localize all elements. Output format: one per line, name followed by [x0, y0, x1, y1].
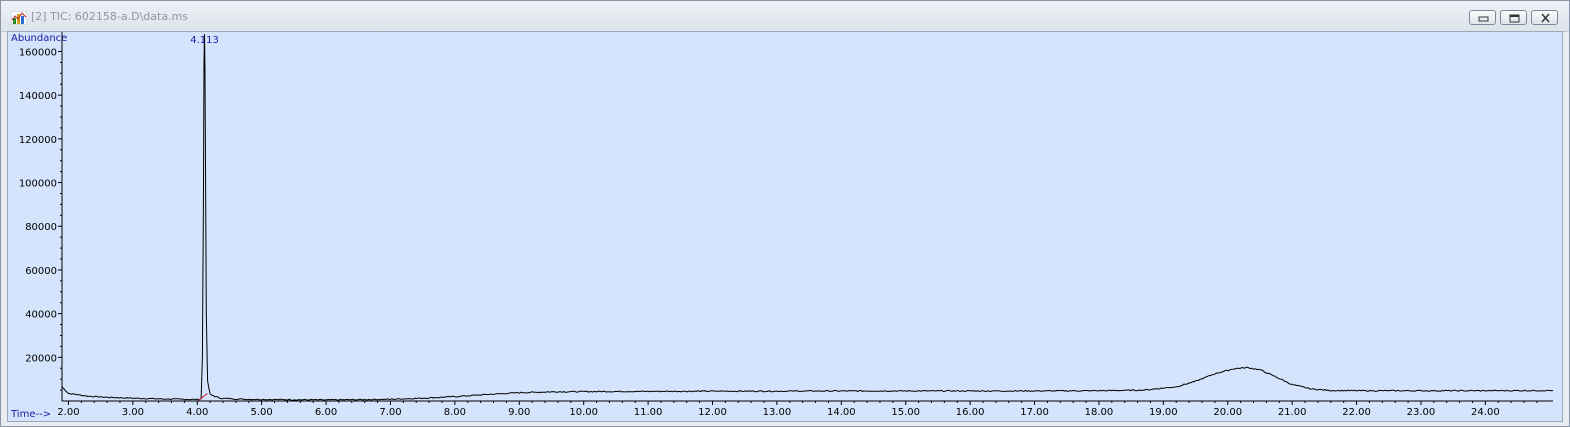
x-tick-label: 17.00 [1020, 407, 1049, 418]
y-tick-label: 160000 [19, 47, 57, 58]
chromatogram-chart: Abundance Time--> 2.00 3.00 4.00 5.00 6.00 7.… [10, 32, 1554, 420]
y-axis-ticks: 20000 40000 60000 80000 100000 120000 140000 16… [19, 47, 62, 391]
x-tick-label: 23.00 [1407, 407, 1436, 418]
x-tick-label: 13.00 [763, 407, 792, 418]
x-tick-label: 2.00 [57, 407, 79, 418]
restore-icon [1509, 14, 1520, 23]
x-tick-label: 8.00 [444, 407, 466, 418]
peak-label: 4.113 [190, 35, 219, 46]
x-tick-label: 20.00 [1213, 407, 1242, 418]
plot-area[interactable]: Abundance Time--> 2.00 3.00 4.00 5.00 6.00 7.… [7, 31, 1563, 422]
y-tick-label: 60000 [25, 266, 57, 277]
x-tick-label: 10.00 [569, 407, 598, 418]
y-tick-label: 80000 [25, 222, 57, 233]
x-tick-label: 3.00 [122, 407, 144, 418]
x-tick-label: 21.00 [1278, 407, 1307, 418]
x-tick-label: 24.00 [1471, 407, 1500, 418]
peak-labels: 4.113 [190, 35, 219, 46]
x-tick-label: 18.00 [1085, 407, 1114, 418]
peak-baseline-marker [198, 392, 208, 401]
close-icon [1541, 13, 1550, 23]
close-button[interactable] [1531, 10, 1558, 25]
minimize-button[interactable] [1469, 10, 1496, 25]
tic-trace [61, 33, 1554, 401]
x-tick-label: 7.00 [379, 407, 401, 418]
y-tick-label: 100000 [19, 179, 57, 190]
chromatogram-app-icon [11, 11, 27, 25]
window-title: [2] TIC: 602158-a.D\data.ms [31, 10, 189, 23]
minimize-icon [1478, 16, 1489, 22]
x-tick-label: 12.00 [698, 407, 727, 418]
y-tick-label: 120000 [19, 135, 57, 146]
x-axis-ticks: 2.00 3.00 4.00 5.00 6.00 7.00 8.00 9.00 10.00 11.… [57, 401, 1538, 418]
x-tick-label: 6.00 [315, 407, 337, 418]
y-axis-label: Abundance [11, 33, 67, 44]
x-tick-label: 5.00 [251, 407, 273, 418]
x-axis-label: Time--> [10, 409, 51, 420]
x-tick-label: 9.00 [508, 407, 530, 418]
restore-button[interactable] [1500, 10, 1527, 25]
x-tick-label: 14.00 [827, 407, 856, 418]
x-tick-label: 15.00 [891, 407, 920, 418]
y-tick-label: 20000 [25, 353, 57, 364]
y-tick-label: 40000 [25, 310, 57, 321]
x-tick-label: 16.00 [956, 407, 985, 418]
x-tick-label: 4.00 [186, 407, 208, 418]
title-bar[interactable]: [2] TIC: 602158-a.D\data.ms [1, 1, 1569, 32]
y-tick-label: 140000 [19, 91, 57, 102]
x-tick-label: 19.00 [1149, 407, 1178, 418]
x-tick-label: 22.00 [1342, 407, 1371, 418]
x-tick-label: 11.00 [634, 407, 663, 418]
